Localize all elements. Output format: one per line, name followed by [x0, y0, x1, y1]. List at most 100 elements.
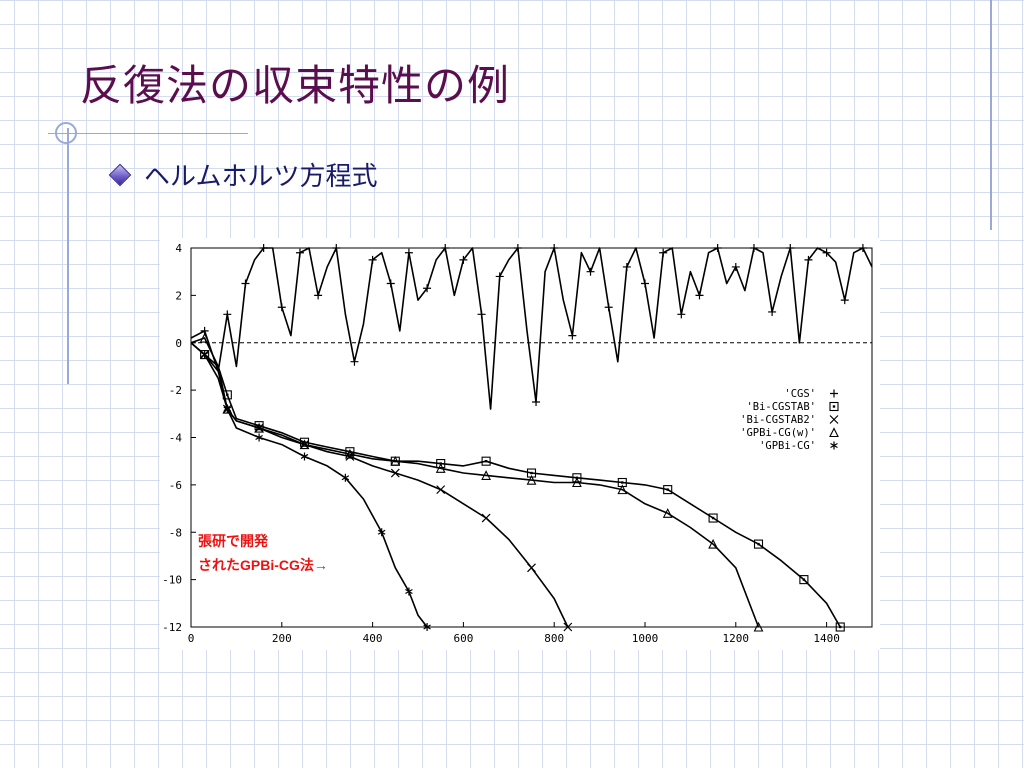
plus-marker: [713, 244, 722, 252]
plus-marker: [477, 310, 486, 319]
square-marker-dot: [711, 516, 715, 520]
plus-marker: [568, 331, 577, 340]
triangle-marker: [390, 455, 401, 466]
plus-marker: [441, 244, 450, 252]
asterisk-marker: [223, 405, 232, 414]
asterisk-marker: [377, 528, 386, 537]
x-tick-label: 400: [363, 632, 383, 645]
series-plus: [190, 244, 873, 410]
square-marker-dot: [757, 542, 760, 546]
triangle-marker: [572, 477, 582, 488]
plus-marker: [386, 279, 395, 288]
slide-title: 反復法の収束特性の例: [80, 61, 511, 110]
square-marker-dot: [802, 578, 806, 581]
plus-marker: [368, 255, 377, 264]
plus-marker: [749, 244, 758, 252]
plus-marker: [495, 272, 504, 281]
square-marker-dot: [530, 471, 533, 475]
square-marker: [753, 539, 764, 549]
plus-marker: [423, 284, 432, 293]
asterisk-marker: [255, 433, 263, 442]
plus-marker: [332, 244, 341, 252]
square-marker: [835, 622, 845, 632]
y-tick-label: -4: [169, 432, 183, 445]
asterisk-marker: [830, 441, 838, 450]
plus-marker: [641, 279, 649, 288]
asterisk-marker: [405, 587, 413, 596]
triangle-marker: [481, 470, 491, 480]
x-tick-label: 0: [188, 632, 195, 645]
triangle-marker: [222, 403, 233, 414]
triangle-marker: [662, 508, 673, 518]
axis-ticks: 4 2 0 -2 -4 -6 -8 -10 -12 0 200 400 600 800 1000 1200 14…: [162, 242, 840, 645]
y-tick-label: -6: [169, 479, 182, 492]
x-tick-label: 800: [544, 632, 564, 645]
square-marker-dot: [257, 424, 261, 427]
plus-marker: [532, 397, 541, 406]
plus-marker: [768, 307, 777, 316]
plus-marker: [314, 291, 323, 300]
asterisk-marker: [423, 623, 431, 631]
legend-label: 'Bi-CGSTAB': [746, 401, 816, 413]
decor-vertical-line-left: [67, 128, 69, 384]
square-marker: [708, 513, 718, 523]
triangle-marker: [345, 448, 355, 459]
annotation-line-2: されたGPBi-CG法→: [198, 557, 328, 573]
plus-marker: [659, 248, 668, 257]
legend: 'CGS''Bi-CGSTAB''Bi-CGSTAB2''GPBi-CG(w)'…: [740, 388, 839, 452]
plus-marker: [604, 303, 613, 312]
bullet-text: ヘルムホルツ方程式: [144, 162, 378, 192]
plus-marker: [858, 244, 867, 252]
plus-marker: [622, 262, 631, 271]
triangle-marker: [753, 621, 764, 632]
plus-marker: [830, 389, 838, 398]
x-marker: [829, 415, 839, 424]
plus-marker: [731, 262, 740, 271]
plus-marker: [350, 357, 359, 366]
plus-marker: [840, 296, 849, 305]
x-marker: [481, 513, 491, 523]
x-marker: [436, 485, 446, 495]
triangle-marker: [708, 538, 718, 549]
plus-marker: [677, 310, 686, 319]
plus-marker: [459, 255, 468, 264]
legend-label: 'Bi-CGSTAB2': [740, 414, 816, 426]
triangle-marker: [254, 422, 264, 433]
triangle-marker: [526, 474, 537, 485]
plus-marker: [804, 255, 813, 264]
square-marker-dot: [348, 450, 352, 453]
plus-marker: [822, 248, 831, 257]
y-tick-label: -12: [162, 621, 182, 634]
plus-marker: [241, 279, 250, 288]
plus-marker: [223, 310, 232, 319]
y-tick-label: -2: [169, 384, 182, 397]
y-tick-label: -8: [169, 526, 182, 539]
y-tick-label: 0: [175, 337, 182, 350]
square-marker-dot: [621, 481, 624, 484]
plus-marker: [513, 244, 522, 252]
x-marker: [527, 563, 536, 573]
legend-label: 'GPBi-CG(w)': [740, 427, 816, 439]
square-marker-dot: [303, 441, 306, 444]
triangle-marker: [199, 332, 210, 343]
y-tick-label: -10: [162, 574, 182, 587]
plus-marker: [695, 291, 704, 300]
square-marker: [799, 575, 809, 585]
decor-title-circle: [55, 122, 77, 144]
legend-label: 'GPBi-CG': [759, 440, 816, 452]
triangle-marker: [435, 463, 446, 473]
y-tick-label: 4: [175, 242, 182, 255]
chart-svg: 4 2 0 -2 -4 -6 -8 -10 -12 0 200 400 600 800 1000 1200 14…: [160, 238, 880, 650]
diamond-bullet-icon: [108, 163, 132, 186]
asterisk-marker: [200, 350, 209, 359]
square-marker: [829, 401, 839, 412]
series-square: [190, 342, 845, 632]
series-group: [190, 244, 873, 632]
x-tick-label: 600: [453, 632, 473, 645]
square-marker: [254, 421, 264, 431]
triangle-marker: [617, 484, 628, 495]
square-marker-dot: [226, 393, 229, 397]
triangle-marker: [829, 427, 839, 438]
series-triangle: [190, 332, 764, 632]
square-marker: [663, 485, 673, 495]
